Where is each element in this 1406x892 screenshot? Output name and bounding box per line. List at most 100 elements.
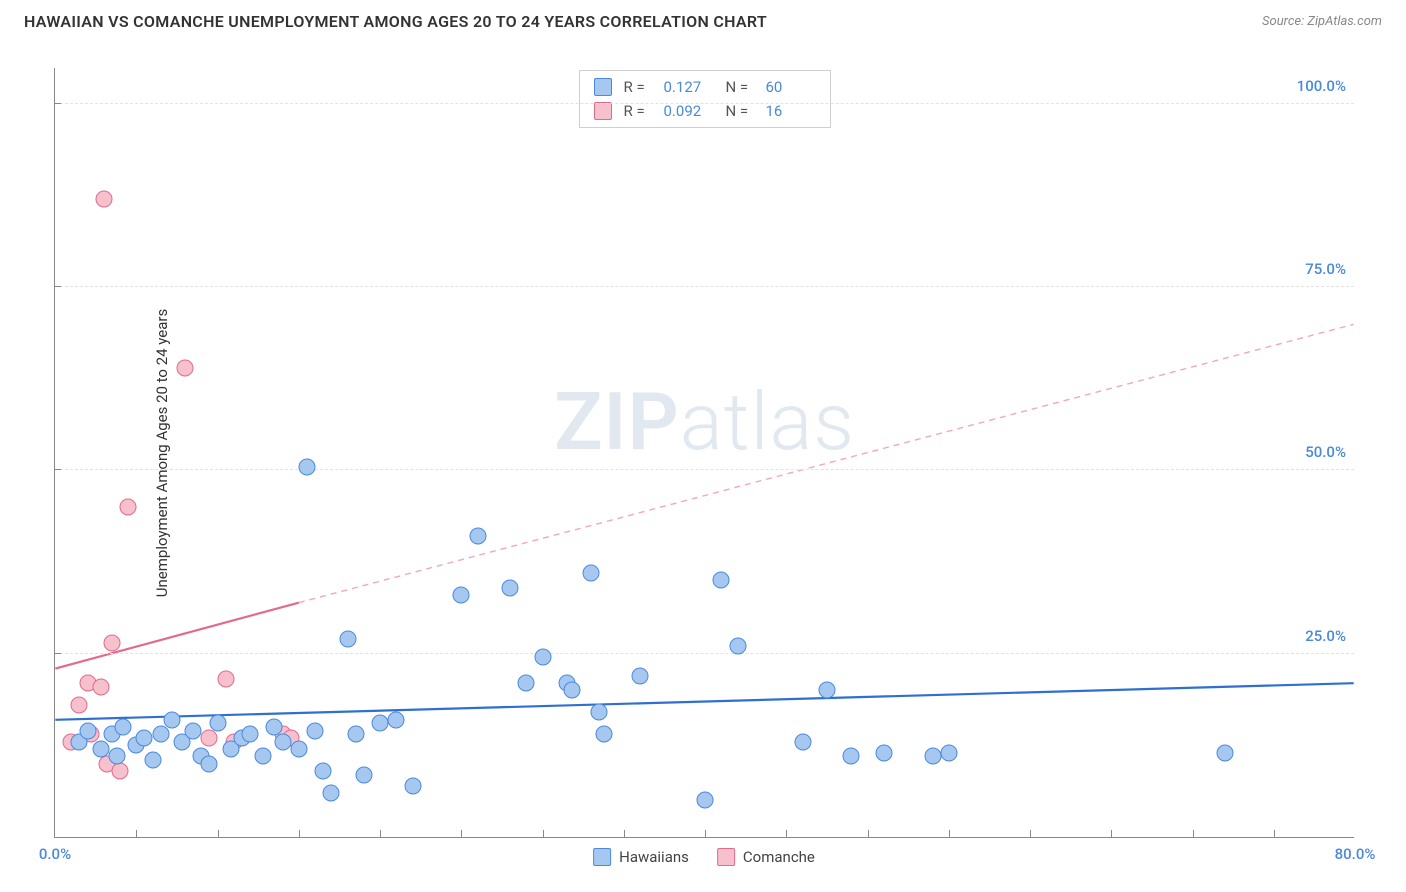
- x-tick: [1274, 830, 1275, 838]
- x-tick: [136, 830, 137, 838]
- x-tick: [1111, 830, 1112, 838]
- data-point-hawaiians: [323, 785, 340, 802]
- data-point-hawaiians: [794, 733, 811, 750]
- n-value: 16: [766, 102, 816, 120]
- data-point-comanche: [103, 634, 120, 651]
- data-point-hawaiians: [152, 726, 169, 743]
- data-point-hawaiians: [1217, 744, 1234, 761]
- x-tick: [1030, 830, 1031, 838]
- source-credit: Source: ZipAtlas.com: [1262, 14, 1382, 29]
- legend-correlation-row: R =0.127N =60: [594, 75, 816, 99]
- data-point-comanche: [71, 697, 88, 714]
- data-point-hawaiians: [388, 711, 405, 728]
- data-point-hawaiians: [136, 730, 153, 747]
- data-point-hawaiians: [469, 528, 486, 545]
- data-point-hawaiians: [108, 748, 125, 765]
- data-point-comanche: [92, 678, 109, 695]
- data-point-hawaiians: [875, 744, 892, 761]
- data-point-hawaiians: [274, 733, 291, 750]
- data-point-hawaiians: [924, 748, 941, 765]
- data-point-hawaiians: [502, 579, 519, 596]
- trend-line: [55, 683, 1353, 720]
- x-tick-label: 80.0%: [1335, 845, 1376, 863]
- data-point-comanche: [177, 359, 194, 376]
- y-tick: [55, 653, 61, 654]
- data-point-hawaiians: [355, 766, 372, 783]
- x-tick: [461, 830, 462, 838]
- r-label: R =: [624, 102, 652, 120]
- x-tick: [949, 830, 950, 838]
- n-label: N =: [726, 102, 754, 120]
- data-point-hawaiians: [940, 744, 957, 761]
- data-point-hawaiians: [347, 726, 364, 743]
- data-point-hawaiians: [596, 726, 613, 743]
- data-point-hawaiians: [372, 715, 389, 732]
- data-point-hawaiians: [290, 741, 307, 758]
- gridline: [55, 653, 1354, 654]
- y-tick-label: 25.0%: [1305, 627, 1346, 645]
- x-tick: [218, 830, 219, 838]
- n-value: 60: [766, 78, 816, 96]
- legend-swatch: [593, 848, 611, 866]
- trend-lines: [55, 68, 1354, 837]
- data-point-hawaiians: [201, 755, 218, 772]
- data-point-hawaiians: [164, 711, 181, 728]
- gridline: [55, 469, 1354, 470]
- data-point-hawaiians: [315, 763, 332, 780]
- data-point-hawaiians: [518, 675, 535, 692]
- data-point-hawaiians: [242, 726, 259, 743]
- data-point-hawaiians: [185, 722, 202, 739]
- x-tick: [705, 830, 706, 838]
- legend-series-label: Hawaiians: [619, 848, 689, 866]
- data-point-hawaiians: [404, 777, 421, 794]
- data-point-hawaiians: [843, 748, 860, 765]
- r-value: 0.092: [664, 102, 714, 120]
- data-point-comanche: [217, 671, 234, 688]
- data-point-hawaiians: [818, 682, 835, 699]
- data-point-hawaiians: [729, 638, 746, 655]
- data-point-hawaiians: [534, 649, 551, 666]
- y-tick: [55, 469, 61, 470]
- y-tick-label: 100.0%: [1297, 77, 1346, 95]
- data-point-hawaiians: [591, 704, 608, 721]
- data-point-hawaiians: [339, 631, 356, 648]
- legend-swatch: [594, 102, 612, 120]
- y-tick: [55, 286, 61, 287]
- legend-swatch: [717, 848, 735, 866]
- x-tick: [299, 830, 300, 838]
- chart-container: Unemployment Among Ages 20 to 24 years Z…: [54, 68, 1354, 838]
- x-tick: [543, 830, 544, 838]
- chart-title: HAWAIIAN VS COMANCHE UNEMPLOYMENT AMONG …: [24, 12, 767, 31]
- data-point-hawaiians: [453, 587, 470, 604]
- gridline: [55, 103, 1354, 104]
- y-tick-label: 50.0%: [1305, 443, 1346, 461]
- gridline: [55, 286, 1354, 287]
- trend-line: [299, 324, 1354, 602]
- x-tick: [786, 830, 787, 838]
- data-point-hawaiians: [307, 722, 324, 739]
- y-tick-label: 75.0%: [1305, 260, 1346, 278]
- x-tick: [380, 830, 381, 838]
- legend-series-item: Hawaiians: [593, 848, 689, 866]
- x-tick: [868, 830, 869, 838]
- data-point-hawaiians: [583, 565, 600, 582]
- x-tick: [624, 830, 625, 838]
- plot-area: ZIPatlas R =0.127N =60R =0.092N =16 25.0…: [54, 68, 1354, 838]
- legend-swatch: [594, 78, 612, 96]
- legend-series-item: Comanche: [717, 848, 815, 866]
- legend-series: Hawaiians Comanche: [593, 848, 815, 866]
- x-tick: [1193, 830, 1194, 838]
- data-point-hawaiians: [115, 719, 132, 736]
- data-point-comanche: [112, 763, 129, 780]
- legend-series-label: Comanche: [743, 848, 815, 866]
- r-label: R =: [624, 78, 652, 96]
- data-point-hawaiians: [563, 682, 580, 699]
- trend-line: [55, 603, 298, 669]
- r-value: 0.127: [664, 78, 714, 96]
- data-point-hawaiians: [144, 752, 161, 769]
- data-point-hawaiians: [632, 667, 649, 684]
- data-point-hawaiians: [255, 748, 272, 765]
- data-point-hawaiians: [713, 572, 730, 589]
- data-point-hawaiians: [298, 458, 315, 475]
- data-point-hawaiians: [92, 741, 109, 758]
